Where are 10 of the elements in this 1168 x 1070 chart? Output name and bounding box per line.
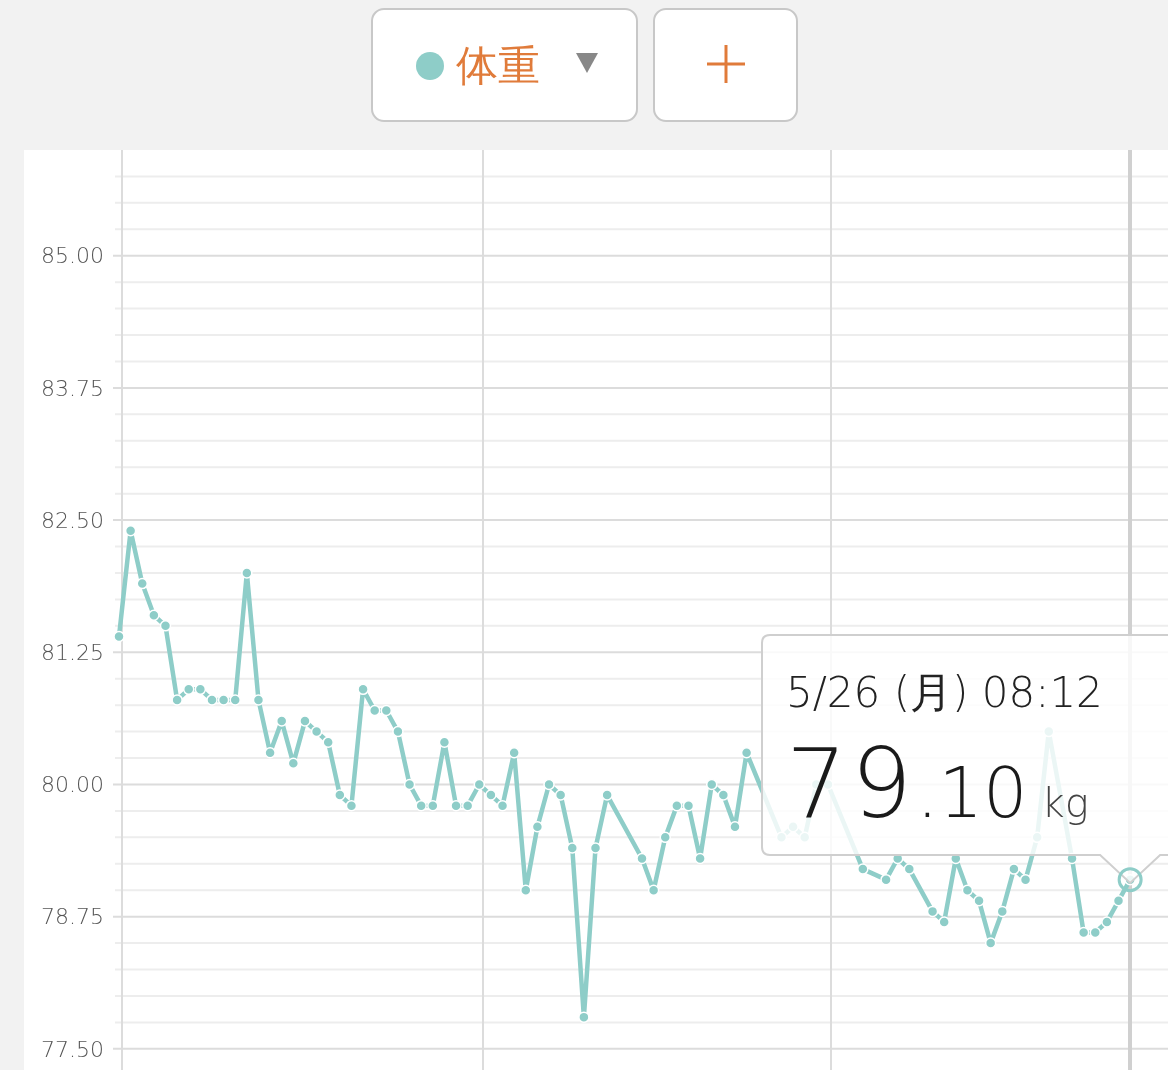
- y-tick-label: 81.25: [41, 640, 104, 665]
- y-tick-label: 85.00: [41, 243, 104, 269]
- y-tick-label: 80.00: [41, 772, 104, 798]
- y-tick-label: 78.75: [41, 904, 104, 930]
- y-tick-label: 77.50: [41, 1036, 104, 1062]
- annotation: 5/26 (月) 08:12: [786, 668, 1103, 717]
- y-tick-label: 82.50: [41, 507, 104, 533]
- legend-label: 体重: [456, 41, 540, 90]
- y-tick-label: 83.75: [41, 375, 104, 401]
- annotation: 79.10 kg: [786, 728, 1089, 840]
